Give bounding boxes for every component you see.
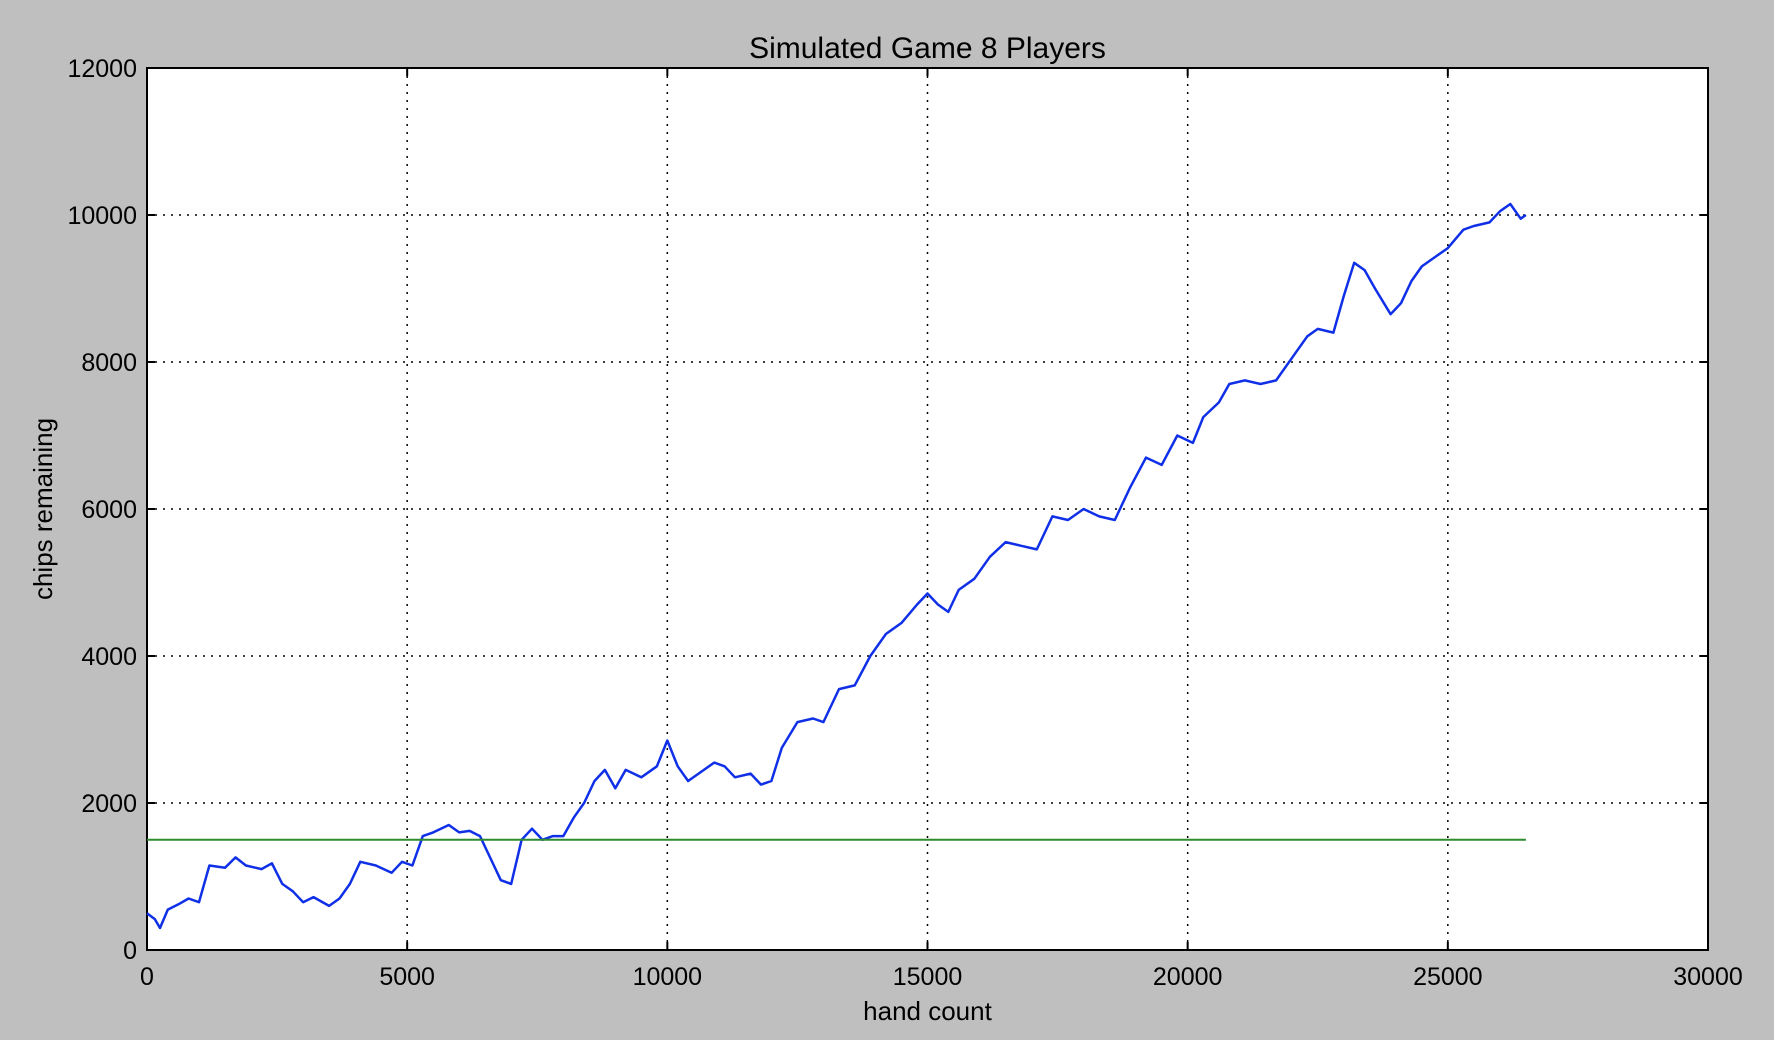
y-tick-label: 4000 [81,643,137,671]
series-line-1 [146,202,1527,930]
x-tick-label: 30000 [1673,963,1743,991]
y-tick-label: 6000 [81,496,137,524]
series [146,202,1527,930]
chart-title: Simulated Game 8 Players [749,32,1106,65]
x-axis-label: hand count [863,996,992,1026]
x-tick-label: 10000 [633,963,703,991]
y-tick-label: 0 [123,937,137,965]
x-tick-label: 20000 [1153,963,1223,991]
tick-labels: 0 5000 10000 15000 20000 25000 30000 0 2000 4000 6… [67,55,1742,991]
axis-ticks [146,67,1709,951]
y-tick-label: 8000 [81,349,137,377]
y-axis-label: chips remaining [28,418,58,600]
x-tick-label: 0 [140,963,154,991]
y-tick-label: 2000 [81,790,137,818]
y-tick-label: 10000 [67,202,137,230]
y-tick-label: 12000 [67,55,137,83]
x-tick-label: 15000 [893,963,963,991]
x-tick-label: 5000 [379,963,435,991]
grid [147,68,1708,950]
x-tick-label: 25000 [1413,963,1483,991]
